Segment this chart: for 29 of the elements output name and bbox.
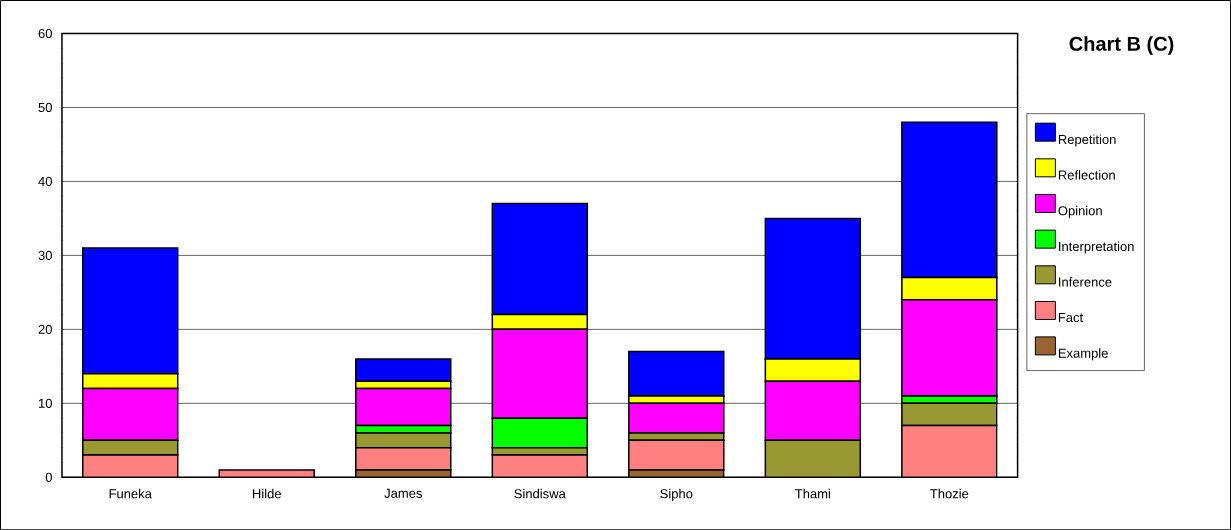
bar — [901, 424, 998, 478]
x-tick-label: Thozie — [930, 488, 969, 499]
bar — [901, 402, 998, 427]
bar — [491, 454, 589, 478]
y-tick-label: 40 — [38, 176, 52, 186]
x-tick-label: Thami — [795, 488, 830, 499]
x-tick-label: James — [384, 488, 422, 498]
x-tick-label: Funeka — [109, 488, 152, 499]
x-tick-label: Hilde — [253, 488, 281, 499]
legend-label: Repetition — [1058, 134, 1116, 147]
y-tick-label: 30 — [38, 250, 52, 260]
y-tick-label: 20 — [38, 324, 52, 334]
y-tick-label: 0 — [45, 472, 52, 482]
y-tick-label: 10 — [38, 398, 52, 408]
text: Chart B (C) — [1069, 36, 1174, 55]
x-tick-label: Sipho — [660, 488, 693, 501]
legend-label: Inference — [1059, 277, 1112, 287]
y-tick-label: 50 — [38, 102, 52, 112]
bar — [355, 446, 452, 471]
bar — [82, 454, 179, 478]
bar — [628, 439, 725, 471]
legend-label: Example — [1058, 348, 1108, 361]
bar — [764, 439, 862, 478]
legend-label: Reflection — [1058, 170, 1115, 180]
x-tick-label: Sindiswa — [514, 488, 566, 499]
legend-label: Interpretation — [1059, 241, 1134, 254]
legend-label: Opinion — [1058, 205, 1102, 218]
y-tick-label: 60 — [38, 28, 52, 38]
legend-label: Fact — [1058, 312, 1084, 322]
